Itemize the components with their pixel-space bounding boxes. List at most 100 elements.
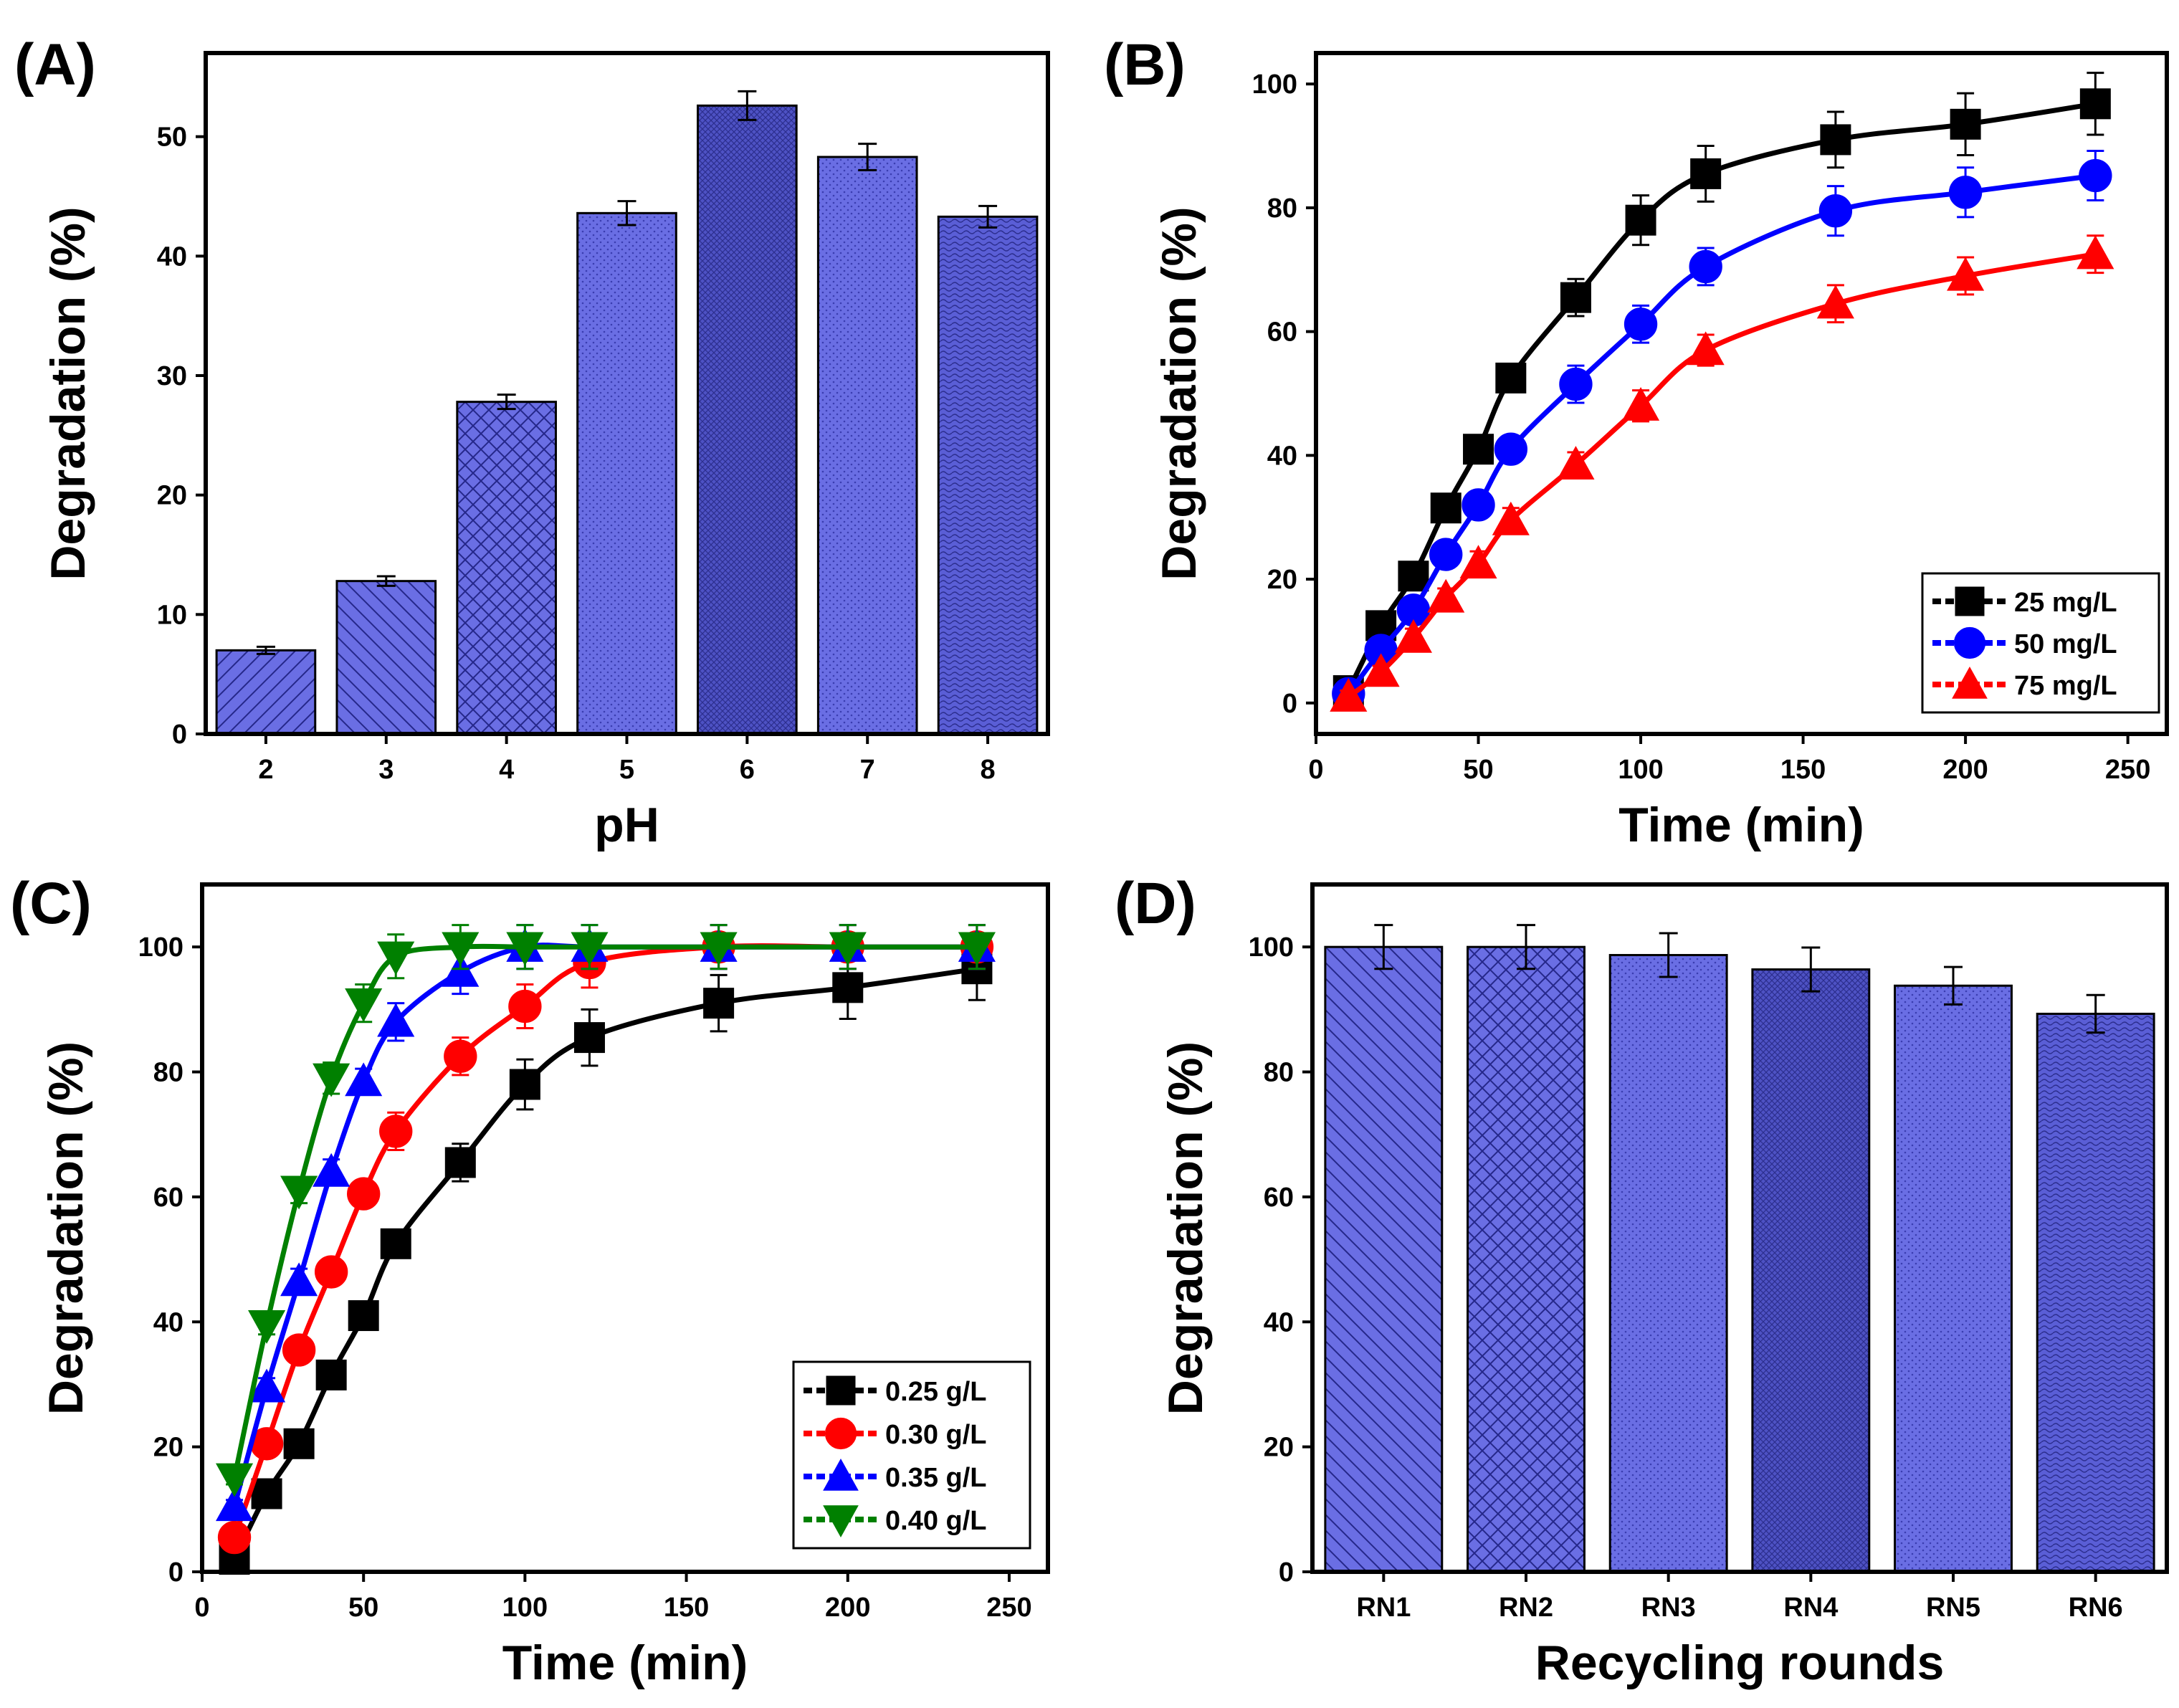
data-point <box>345 1062 383 1097</box>
x-tick-label: 3 <box>378 755 394 785</box>
data-point <box>215 1487 254 1522</box>
data-point <box>1560 282 1591 313</box>
bar-rn4 <box>1751 968 1871 1573</box>
data-point <box>1330 677 1368 712</box>
data-point <box>1427 578 1465 613</box>
data-point <box>2077 235 2114 269</box>
series-0-25-g-l <box>219 936 993 1575</box>
legend: 0.25 g/L 0.30 g/L 0.35 g/L 0.40 g/L <box>792 1360 1031 1550</box>
data-point <box>217 1520 252 1555</box>
x-tick-label: RN3 <box>1641 1593 1696 1623</box>
y-axis-title: Degradation (%) <box>1152 206 1206 580</box>
bar-4 <box>456 401 557 735</box>
bar-rn3 <box>1608 954 1728 1573</box>
y-tick-label: 0 <box>1279 1557 1294 1588</box>
data-point <box>1625 204 1656 236</box>
y-tick-label: 40 <box>1267 441 1297 471</box>
x-tick-label: 250 <box>986 1593 1031 1623</box>
bar-7 <box>816 156 918 735</box>
data-point <box>700 932 738 966</box>
data-point <box>506 932 544 966</box>
data-point <box>379 1115 413 1148</box>
x-tick-label: 8 <box>981 755 996 785</box>
data-point <box>1950 108 1981 140</box>
x-tick-label: RN1 <box>1356 1593 1411 1623</box>
legend-marker <box>824 1417 857 1450</box>
data-point <box>832 972 864 1003</box>
x-tick-label: 0 <box>1308 755 1323 785</box>
data-point <box>444 1039 477 1073</box>
x-tick-label: 6 <box>740 755 755 785</box>
plot-frame <box>200 882 1050 1574</box>
data-point <box>1430 492 1462 524</box>
data-point <box>2079 88 2111 120</box>
x-tick-label: 150 <box>1780 755 1826 785</box>
plot-frame <box>1314 51 2169 736</box>
data-point <box>1818 194 1853 228</box>
y-tick-label: 20 <box>1264 1433 1294 1463</box>
data-point <box>1463 434 1494 465</box>
legend-marker <box>1952 666 1988 699</box>
panel-label-c: (C) <box>10 871 92 936</box>
panel-label-b: (B) <box>1104 32 1186 97</box>
y-tick-label: 40 <box>157 242 187 272</box>
legend-marker <box>1955 586 1985 616</box>
panel-label-d: (D) <box>1115 871 1196 936</box>
data-point <box>1492 501 1530 535</box>
plot-frame <box>204 51 1050 736</box>
bar-rn6 <box>2036 1012 2155 1573</box>
x-tick-label: 250 <box>2105 755 2150 785</box>
data-point <box>1623 307 1658 341</box>
data-point <box>1948 176 1983 209</box>
data-point <box>509 1069 540 1100</box>
x-tick-label: RN2 <box>1499 1593 1553 1623</box>
data-point <box>829 932 867 966</box>
legend-label: 0.30 g/L <box>885 1420 987 1450</box>
data-point <box>1947 257 1985 291</box>
data-point <box>571 932 609 966</box>
data-point <box>282 1333 316 1367</box>
x-axis-title: pH <box>594 798 659 852</box>
bar-3 <box>335 580 437 735</box>
data-point <box>1362 653 1400 687</box>
y-tick-label: 80 <box>153 1058 183 1088</box>
data-point <box>444 1147 476 1178</box>
data-point <box>508 989 542 1024</box>
x-tick-label: 100 <box>1618 755 1663 785</box>
y-tick-label: 80 <box>1264 1058 1294 1088</box>
legend-marker <box>826 1375 856 1406</box>
panel-d: 0 20 40 60 80 100 RN1 RN2 RN3 RN4 RN5 RN6 Recycling … <box>1158 882 2169 1690</box>
data-point <box>347 1177 381 1211</box>
data-point <box>283 1428 315 1459</box>
panel-label-a: (A) <box>14 32 96 97</box>
x-axis-title: Time (min) <box>502 1636 748 1690</box>
y-tick-label: 60 <box>1264 1183 1294 1213</box>
x-axis-title: Recycling rounds <box>1535 1636 1945 1690</box>
data-point <box>313 1153 351 1187</box>
y-tick-label: 100 <box>138 932 183 963</box>
data-point <box>1462 488 1495 522</box>
data-point <box>280 1262 318 1297</box>
data-point <box>1398 560 1429 592</box>
series-0-40-g-l <box>215 924 996 1497</box>
data-point <box>1459 545 1497 579</box>
panel-b: 0 20 40 60 80 100 0 50 100 150 200 250 25 mg/L 50 mg/… <box>1152 51 2169 852</box>
data-point <box>703 988 735 1019</box>
data-point <box>1689 249 1722 284</box>
y-tick-label: 100 <box>1249 932 1294 963</box>
series-25-mg-l <box>1332 72 2111 707</box>
x-tick-label: 0 <box>194 1593 209 1623</box>
bar-5 <box>576 211 677 735</box>
x-tick-label: RN4 <box>1783 1593 1838 1623</box>
y-tick-label: 10 <box>157 600 187 630</box>
panel-a: 0 10 20 30 40 50 2 3 4 5 6 7 8 pH Degradation (%) <box>41 51 1050 852</box>
legend-marker <box>823 1458 859 1491</box>
x-tick-label: RN6 <box>2069 1593 2123 1623</box>
data-point <box>380 1228 411 1259</box>
x-tick-label: 5 <box>619 755 634 785</box>
y-axis-title: Degradation (%) <box>41 206 95 580</box>
data-point <box>1690 158 1722 189</box>
data-point <box>442 953 480 987</box>
y-tick-label: 50 <box>157 123 187 153</box>
x-tick-label: 50 <box>348 1593 378 1623</box>
